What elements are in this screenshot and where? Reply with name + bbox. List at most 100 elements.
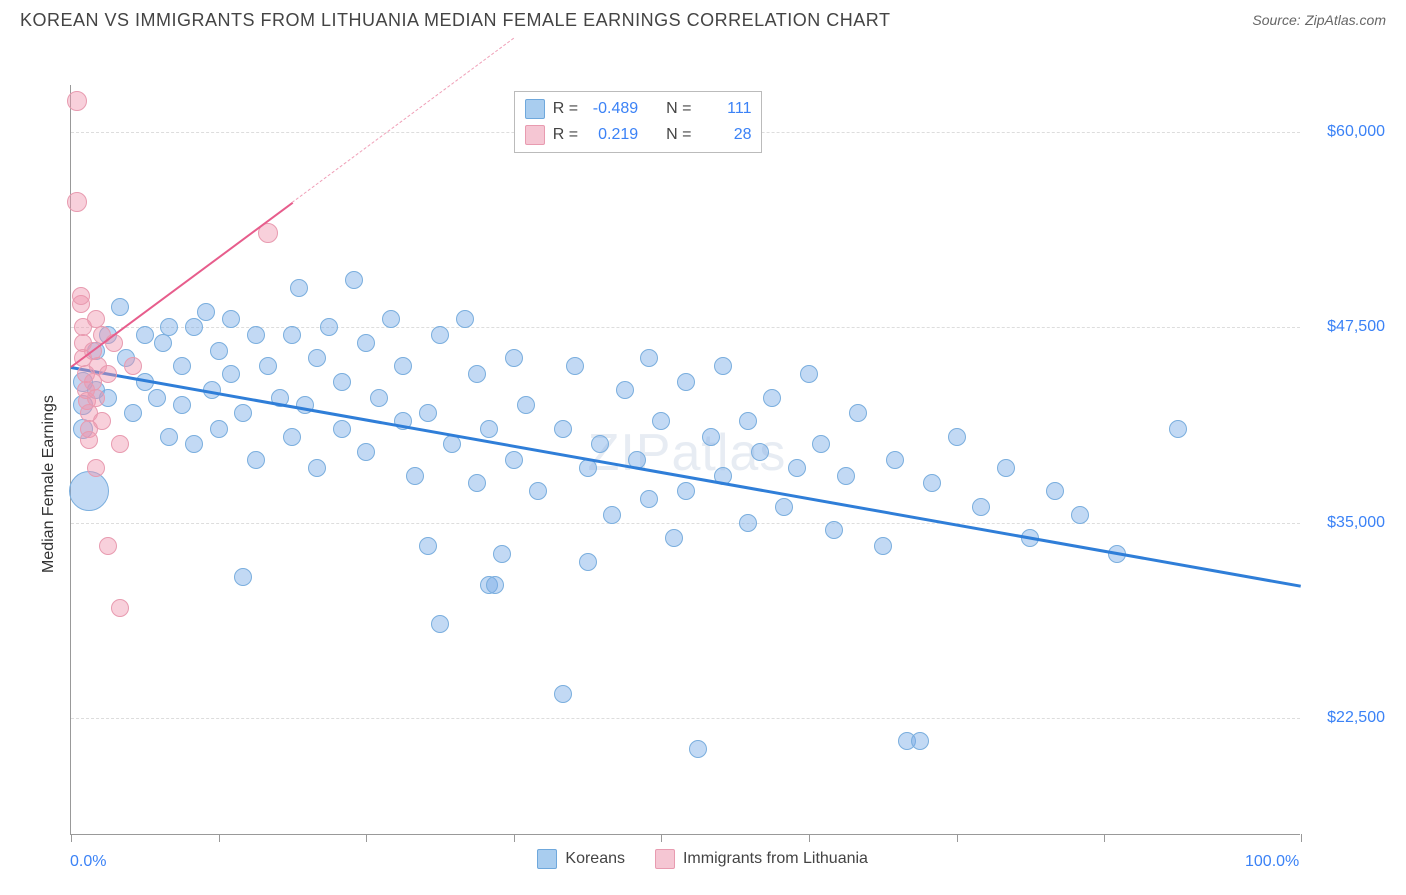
x-axis-end-label: 100.0% — [1245, 853, 1299, 871]
n-label: N = — [666, 100, 691, 118]
x-tick — [1104, 834, 1105, 842]
data-point — [763, 389, 781, 407]
data-point — [800, 365, 818, 383]
data-point — [210, 420, 228, 438]
data-point — [486, 576, 504, 594]
data-point — [739, 514, 757, 532]
data-point — [259, 357, 277, 375]
n-value: 28 — [699, 126, 751, 144]
r-label: R = — [553, 126, 578, 144]
data-point — [173, 357, 191, 375]
data-point — [505, 349, 523, 367]
data-point — [812, 435, 830, 453]
data-point — [283, 428, 301, 446]
data-point — [739, 412, 757, 430]
data-point — [105, 334, 123, 352]
data-point — [456, 310, 474, 328]
source: Source: ZipAtlas.com — [1252, 12, 1386, 30]
n-value: 111 — [699, 100, 751, 118]
data-point — [775, 498, 793, 516]
y-tick-label: $60,000 — [1305, 123, 1385, 141]
data-point — [111, 435, 129, 453]
data-point — [136, 326, 154, 344]
plot-area: ZIPatlas $22,500$35,000$47,500$60,000R =… — [70, 85, 1300, 835]
data-point — [93, 412, 111, 430]
data-point — [1046, 482, 1064, 500]
data-point — [99, 365, 117, 383]
data-point — [111, 298, 129, 316]
x-tick — [661, 834, 662, 842]
data-point — [788, 459, 806, 477]
legend-bottom: Koreans Immigrants from Lithuania — [537, 849, 868, 869]
data-point — [468, 474, 486, 492]
data-point — [308, 349, 326, 367]
data-point — [652, 412, 670, 430]
x-tick — [809, 834, 810, 842]
data-point — [431, 615, 449, 633]
y-tick-label: $22,500 — [1305, 709, 1385, 727]
legend-stats-row: R = -0.489 N = 111 — [525, 96, 752, 122]
data-point — [370, 389, 388, 407]
data-point — [493, 545, 511, 563]
chart-title: KOREAN VS IMMIGRANTS FROM LITHUANIA MEDI… — [20, 10, 890, 31]
data-point — [185, 318, 203, 336]
data-point — [111, 599, 129, 617]
r-value: -0.489 — [586, 100, 638, 118]
data-point — [579, 553, 597, 571]
data-point — [185, 435, 203, 453]
legend-item: Koreans — [537, 849, 625, 869]
legend-swatch — [525, 99, 545, 119]
data-point — [357, 334, 375, 352]
data-point — [308, 459, 326, 477]
legend-item: Immigrants from Lithuania — [655, 849, 868, 869]
data-point — [72, 287, 90, 305]
data-point — [1169, 420, 1187, 438]
data-point — [333, 420, 351, 438]
data-point — [849, 404, 867, 422]
data-point — [247, 326, 265, 344]
data-point — [173, 396, 191, 414]
data-point — [923, 474, 941, 492]
source-label: Source: — [1252, 12, 1300, 28]
data-point — [345, 271, 363, 289]
data-point — [702, 428, 720, 446]
data-point — [480, 420, 498, 438]
data-point — [290, 279, 308, 297]
data-point — [69, 471, 109, 511]
data-point — [837, 467, 855, 485]
data-point — [87, 389, 105, 407]
data-point — [419, 537, 437, 555]
x-tick — [1301, 834, 1302, 842]
data-point — [234, 404, 252, 422]
data-point — [972, 498, 990, 516]
data-point — [640, 490, 658, 508]
y-tick-label: $47,500 — [1305, 318, 1385, 336]
data-point — [197, 303, 215, 321]
x-axis-start-label: 0.0% — [70, 853, 106, 871]
x-tick — [957, 834, 958, 842]
data-point — [357, 443, 375, 461]
data-point — [997, 459, 1015, 477]
legend-swatch — [537, 849, 557, 869]
r-label: R = — [553, 100, 578, 118]
data-point — [283, 326, 301, 344]
legend-label: Koreans — [565, 850, 625, 868]
data-point — [689, 740, 707, 758]
data-point — [468, 365, 486, 383]
data-point — [67, 91, 87, 111]
legend-swatch — [525, 125, 545, 145]
data-point — [148, 389, 166, 407]
data-point — [566, 357, 584, 375]
data-point — [124, 404, 142, 422]
data-point — [160, 428, 178, 446]
y-tick-label: $35,000 — [1305, 514, 1385, 532]
data-point — [124, 357, 142, 375]
title-row: KOREAN VS IMMIGRANTS FROM LITHUANIA MEDI… — [0, 0, 1406, 35]
data-point — [825, 521, 843, 539]
gridline — [71, 523, 1300, 524]
data-point — [320, 318, 338, 336]
data-point — [419, 404, 437, 422]
trend-line — [71, 366, 1302, 588]
data-point — [677, 373, 695, 391]
data-point — [640, 349, 658, 367]
